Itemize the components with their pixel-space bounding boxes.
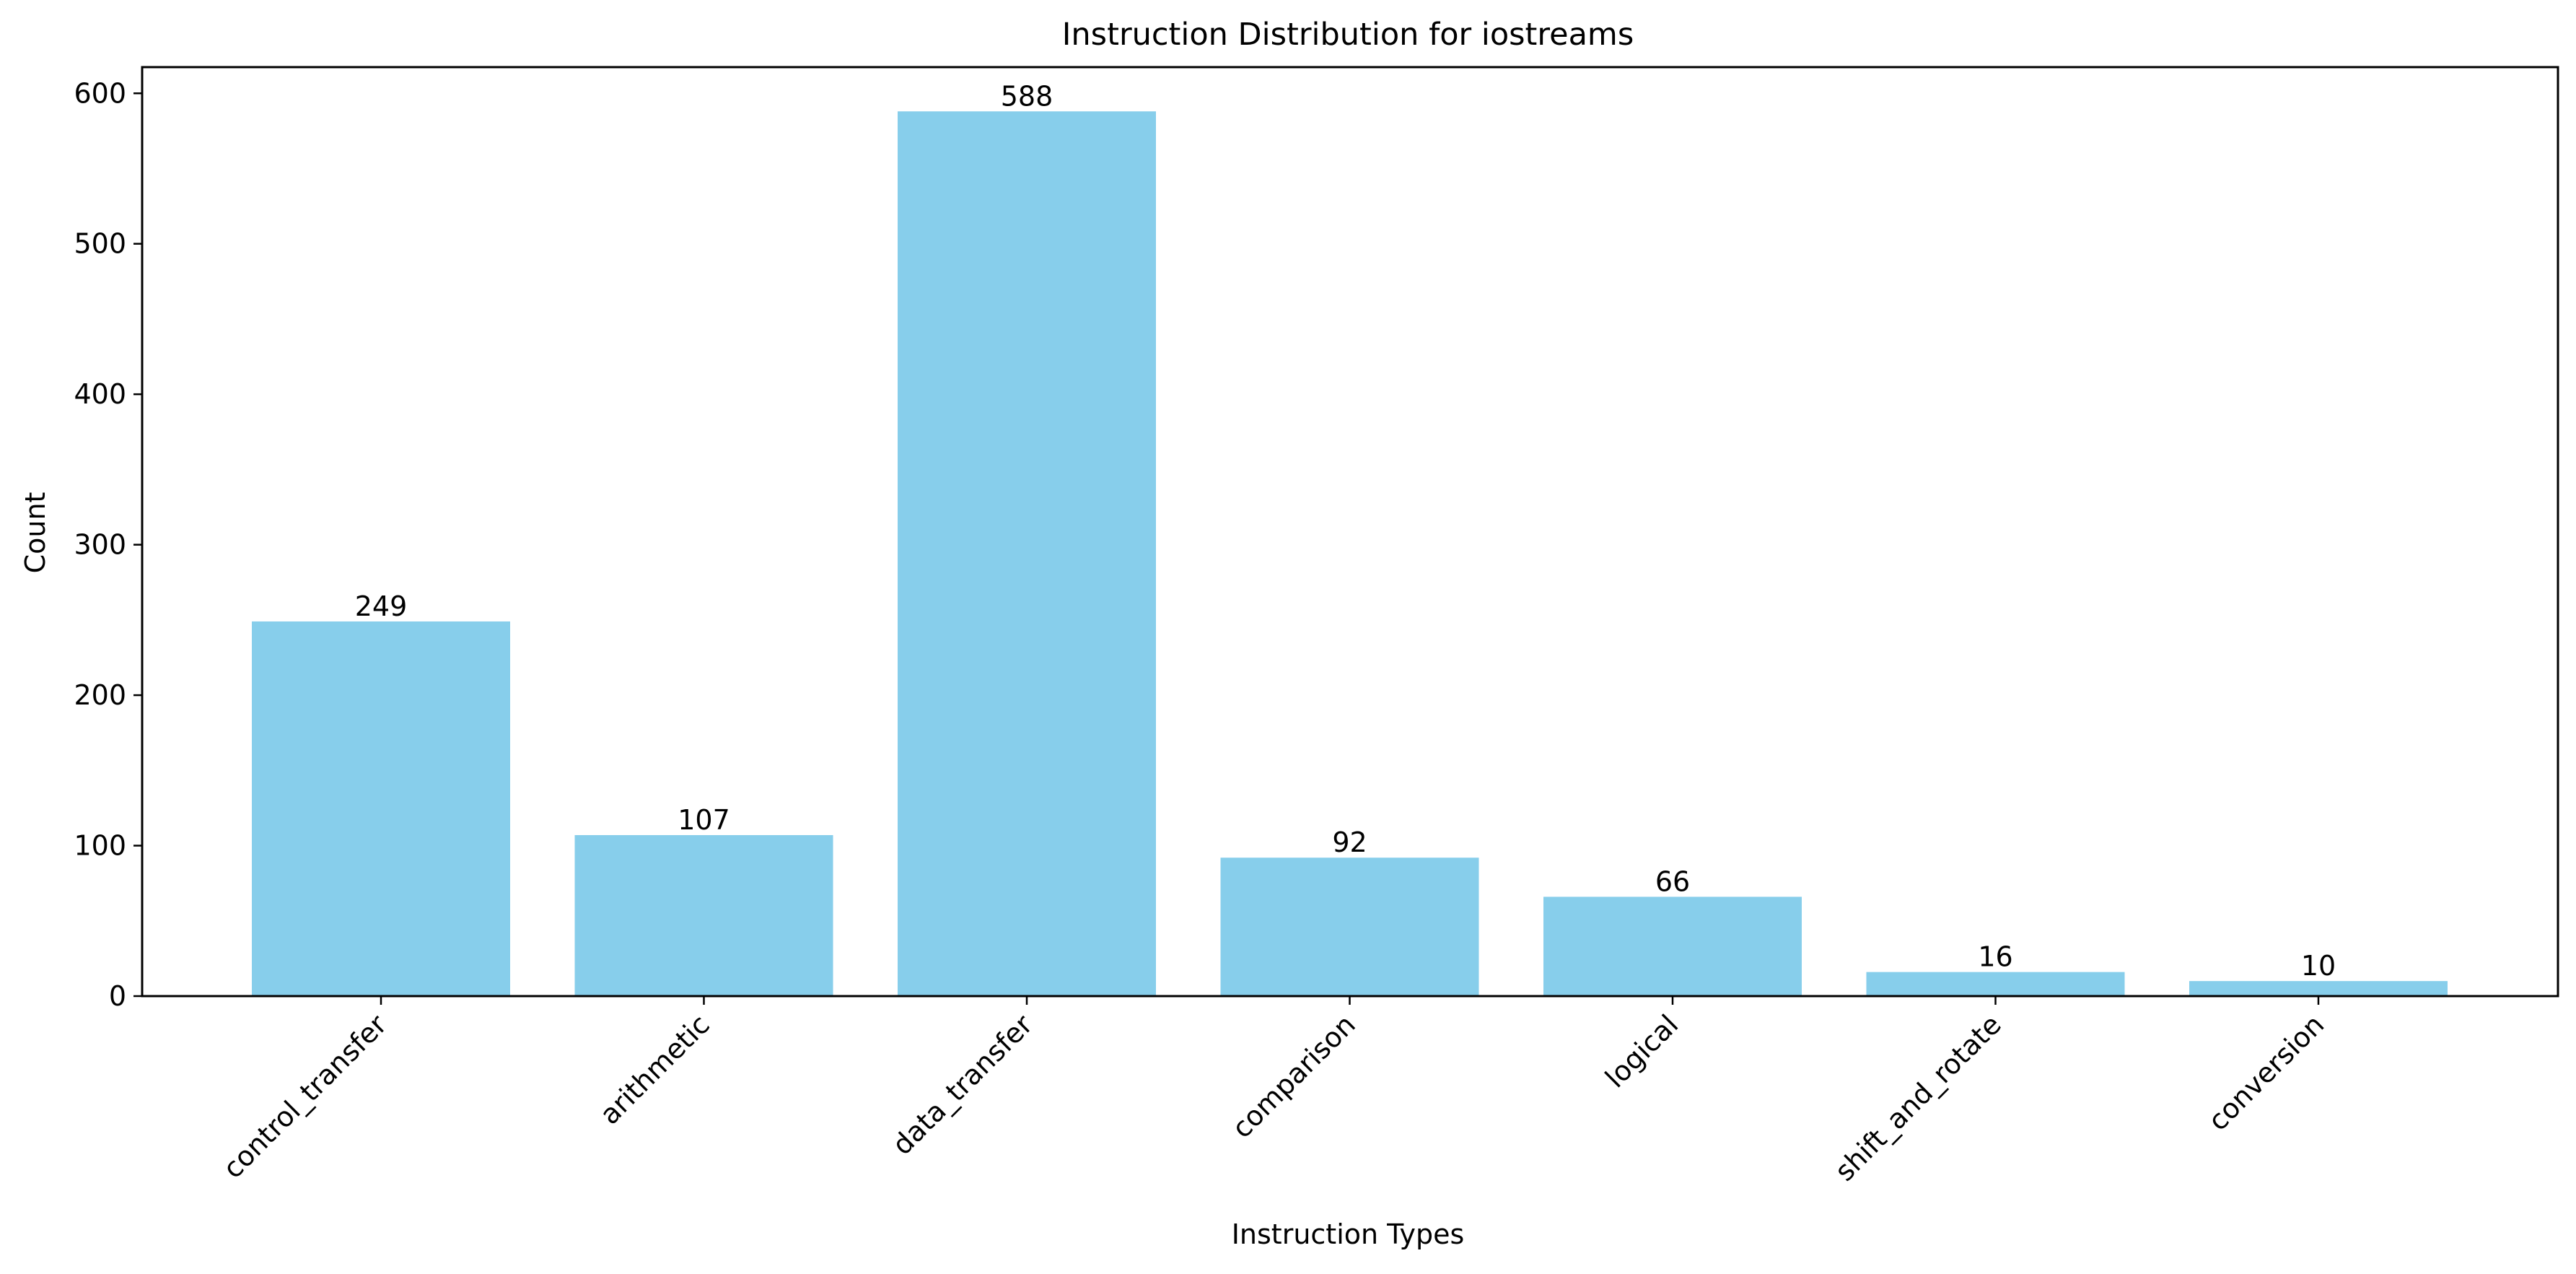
- chart-title: Instruction Distribution for iostreams: [1062, 17, 1634, 53]
- bar-value-label: 66: [1655, 865, 1690, 897]
- y-tick-label: 600: [74, 77, 126, 109]
- y-tick-label: 500: [74, 228, 126, 260]
- bar-value-label: 588: [1001, 80, 1053, 112]
- bar-value-label: 16: [1978, 941, 2012, 973]
- bar-labels-layer: 249 107 588 92 66 16 10: [355, 80, 2336, 982]
- y-tick-label: 200: [74, 679, 126, 711]
- bar-value-label: 107: [678, 804, 730, 836]
- x-axis-label: Instruction Types: [1232, 1218, 1465, 1250]
- bar-value-label: 249: [355, 590, 408, 622]
- bar: [898, 111, 1156, 996]
- y-tick-label: 400: [74, 378, 126, 410]
- y-tick-label: 100: [74, 830, 126, 862]
- bar: [252, 621, 510, 996]
- bar: [1543, 896, 1802, 996]
- bar-value-label: 92: [1332, 826, 1367, 858]
- bars-layer: [252, 111, 2448, 996]
- y-tick-label: 300: [74, 529, 126, 561]
- y-axis-label: Count: [19, 492, 51, 574]
- bar: [574, 834, 833, 996]
- y-tick-label: 0: [109, 980, 126, 1012]
- bar: [1220, 858, 1479, 996]
- plot-frame: [141, 66, 2559, 998]
- bar: [1866, 972, 2125, 996]
- bar: [2189, 981, 2448, 996]
- bar-value-label: 10: [2301, 950, 2336, 982]
